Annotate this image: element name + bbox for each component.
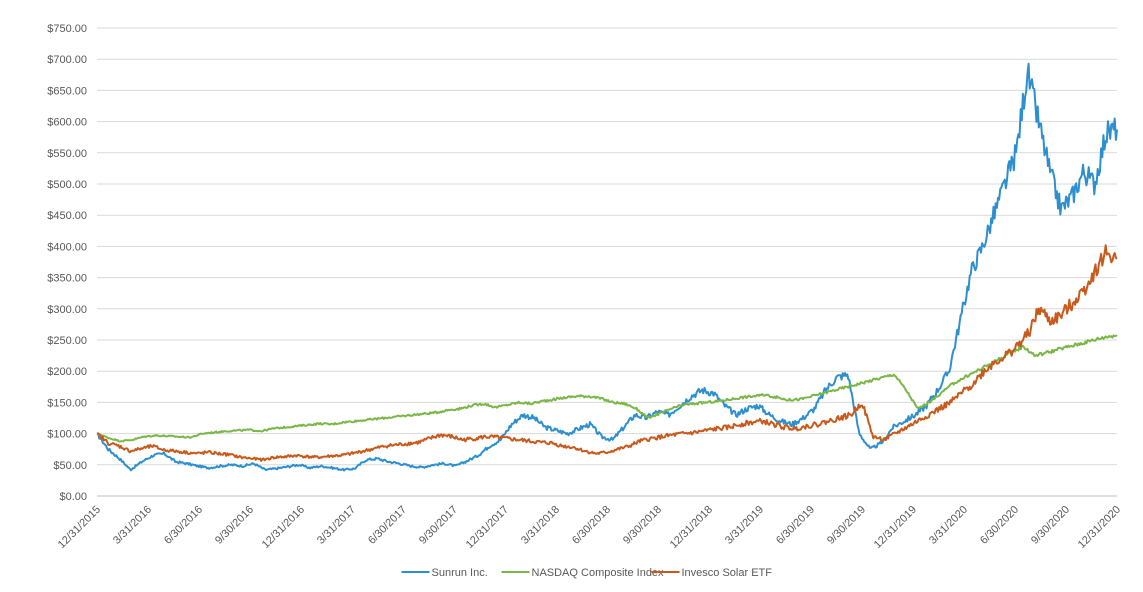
- legend-item: Invesco Solar ETF: [651, 567, 773, 579]
- x-tick-label: 6/30/2020: [978, 504, 1021, 547]
- legend-label: NASDAQ Composite Index: [532, 567, 665, 579]
- y-tick-label: $50.00: [53, 460, 87, 472]
- y-tick-label: $250.00: [47, 335, 87, 347]
- x-axis: 12/31/2015 3/31/2016 6/30/2016 9/30/2016 12/…: [56, 504, 1123, 551]
- x-tick-label: 12/31/2019: [872, 504, 919, 551]
- x-tick-label: 9/30/2016: [213, 504, 256, 547]
- x-tick-label: 12/31/2018: [668, 504, 715, 551]
- x-tick-label: 3/31/2018: [519, 504, 562, 547]
- y-tick-label: $100.00: [47, 429, 87, 441]
- y-tick-label: $350.00: [47, 273, 87, 285]
- x-tick-label: 6/30/2019: [774, 504, 817, 547]
- gridlines: [97, 27, 1117, 497]
- y-tick-label: $650.00: [47, 85, 87, 97]
- x-tick-label: 12/31/2020: [1076, 504, 1123, 551]
- y-tick-label: $550.00: [47, 148, 87, 160]
- y-tick-label: $600.00: [47, 117, 87, 129]
- x-tick-label: 6/30/2017: [366, 504, 409, 547]
- x-tick-label: 6/30/2018: [570, 504, 613, 547]
- x-tick-label: 3/31/2016: [111, 504, 154, 547]
- legend: Sunrun Inc. NASDAQ Composite Index Invesco…: [401, 567, 773, 579]
- x-tick-label: 12/31/2017: [464, 504, 511, 551]
- y-axis: $0.00 $50.00 $100.00 $150.00 $200.00 $250.00 $…: [47, 23, 87, 503]
- y-tick-label: $750.00: [47, 23, 87, 35]
- y-tick-label: $450.00: [47, 210, 87, 222]
- x-tick-label: 3/31/2019: [723, 504, 766, 547]
- x-tick-label: 9/30/2020: [1029, 504, 1072, 547]
- y-tick-label: $400.00: [47, 241, 87, 253]
- x-tick-label: 3/31/2017: [315, 504, 358, 547]
- y-tick-label: $0.00: [59, 491, 87, 503]
- legend-item: NASDAQ Composite Index: [501, 567, 665, 579]
- series-lines: [96, 62, 1118, 472]
- y-tick-label: $300.00: [47, 304, 87, 316]
- x-tick-label: 9/30/2018: [621, 504, 664, 547]
- y-tick-label: $150.00: [47, 397, 87, 409]
- legend-item: Sunrun Inc.: [401, 567, 488, 579]
- x-tick-label: 9/30/2019: [825, 504, 868, 547]
- x-tick-label: 9/30/2017: [417, 504, 460, 547]
- x-tick-label: 12/31/2016: [260, 504, 307, 551]
- series-line-nasdaq-composite-index: [96, 334, 1118, 443]
- x-tick-label: 6/30/2016: [162, 504, 205, 547]
- series-line-invesco-solar-etf: [96, 244, 1118, 462]
- series-line-sunrun-inc: [96, 62, 1118, 472]
- x-tick-label: 3/31/2020: [927, 504, 970, 547]
- legend-label: Invesco Solar ETF: [682, 567, 773, 579]
- y-tick-label: $200.00: [47, 366, 87, 378]
- y-tick-label: $500.00: [47, 179, 87, 191]
- y-tick-label: $700.00: [47, 54, 87, 66]
- x-tick-label: 12/31/2015: [56, 504, 103, 551]
- legend-label: Sunrun Inc.: [432, 567, 488, 579]
